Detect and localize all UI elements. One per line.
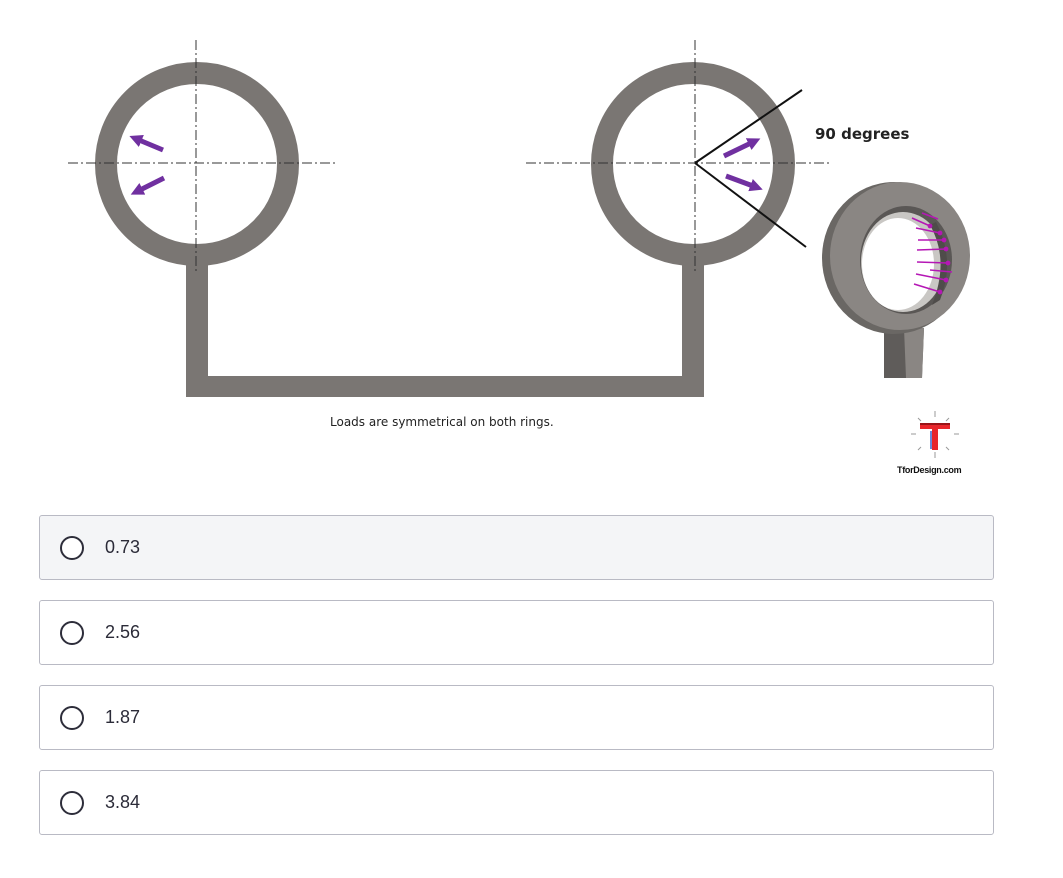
answer-option-label: 3.84: [105, 792, 141, 812]
answer-option-label: 0.73: [105, 537, 141, 557]
answer-options: 0.73 2.56 1.87 3.84: [39, 515, 994, 855]
bracket-frame: [186, 258, 704, 397]
ring-3d-view: [822, 182, 970, 378]
radio-button[interactable]: [60, 790, 84, 815]
left-ring: [95, 62, 299, 266]
radio-button[interactable]: [60, 620, 84, 645]
answer-option-label: 1.87: [105, 707, 141, 727]
answer-option[interactable]: 0.73: [39, 515, 994, 580]
answer-option[interactable]: 3.84: [39, 770, 994, 835]
angle-label: 90 degrees: [815, 125, 910, 143]
centerlines: [68, 40, 830, 272]
answer-option-label: 2.56: [105, 622, 141, 642]
logo-rays: [911, 411, 959, 458]
bracket-diagram: [68, 40, 970, 458]
right-ring: [591, 62, 795, 266]
right-load-arrows: [722, 138, 763, 192]
answer-option[interactable]: 2.56: [39, 600, 994, 665]
radio-button[interactable]: [60, 705, 84, 730]
left-load-arrows: [129, 135, 166, 195]
ring-3d-load-markers: [911, 212, 953, 295]
problem-figure: 90 degrees Loads are symmetrical on both…: [68, 40, 970, 475]
answer-option[interactable]: 1.87: [39, 685, 994, 750]
angle-lines: [694, 89, 807, 248]
radio-button[interactable]: [60, 535, 84, 560]
logo-text: TforDesign.com: [897, 465, 962, 475]
tfordesign-logo: [911, 411, 959, 458]
figure-caption: Loads are symmetrical on both rings.: [330, 415, 554, 429]
